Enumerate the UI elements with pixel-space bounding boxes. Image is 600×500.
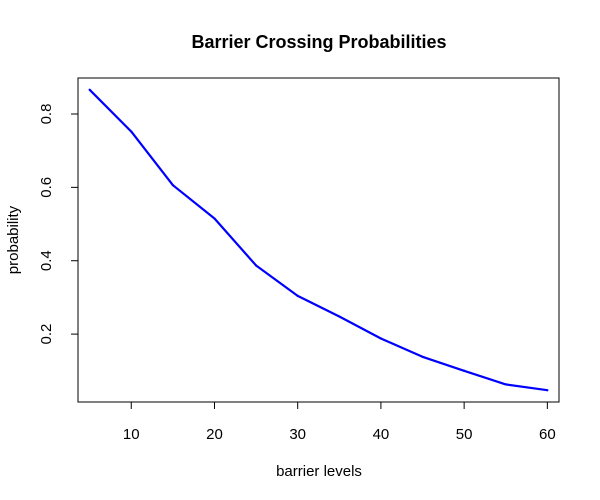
data-point — [130, 130, 133, 133]
data-point — [88, 88, 91, 91]
y-axis: 0.2 0.4 0.6 0.8 — [38, 104, 78, 345]
chart-title: Barrier Crossing Probabilities — [191, 32, 446, 52]
data-point — [338, 315, 341, 318]
data-point — [254, 264, 258, 267]
y-tick-label: 0.6 — [38, 177, 55, 198]
x-tick-label: 40 — [373, 426, 390, 443]
data-point — [546, 389, 549, 392]
data-point — [296, 294, 299, 298]
x-axis: 10 20 30 40 50 60 — [123, 402, 556, 443]
x-tick-label: 50 — [456, 426, 473, 443]
y-axis-label: probability — [5, 205, 22, 274]
data-point — [463, 369, 466, 372]
series-line — [88, 89, 548, 392]
plot-area-frame — [77, 77, 560, 403]
x-tick-label: 60 — [539, 426, 556, 443]
x-axis-label: barrier levels — [276, 463, 362, 480]
data-point — [421, 355, 424, 358]
y-tick-label: 0.2 — [38, 324, 55, 345]
x-tick-label: 30 — [289, 426, 306, 443]
x-tick-label: 10 — [123, 426, 140, 443]
x-tick-label: 20 — [206, 426, 223, 443]
y-tick-label: 0.4 — [38, 250, 55, 271]
series-points — [88, 88, 549, 392]
data-point — [171, 184, 174, 187]
data-point — [504, 383, 507, 386]
data-point — [379, 337, 383, 340]
y-tick-label: 0.8 — [38, 104, 55, 125]
data-point — [213, 217, 216, 220]
